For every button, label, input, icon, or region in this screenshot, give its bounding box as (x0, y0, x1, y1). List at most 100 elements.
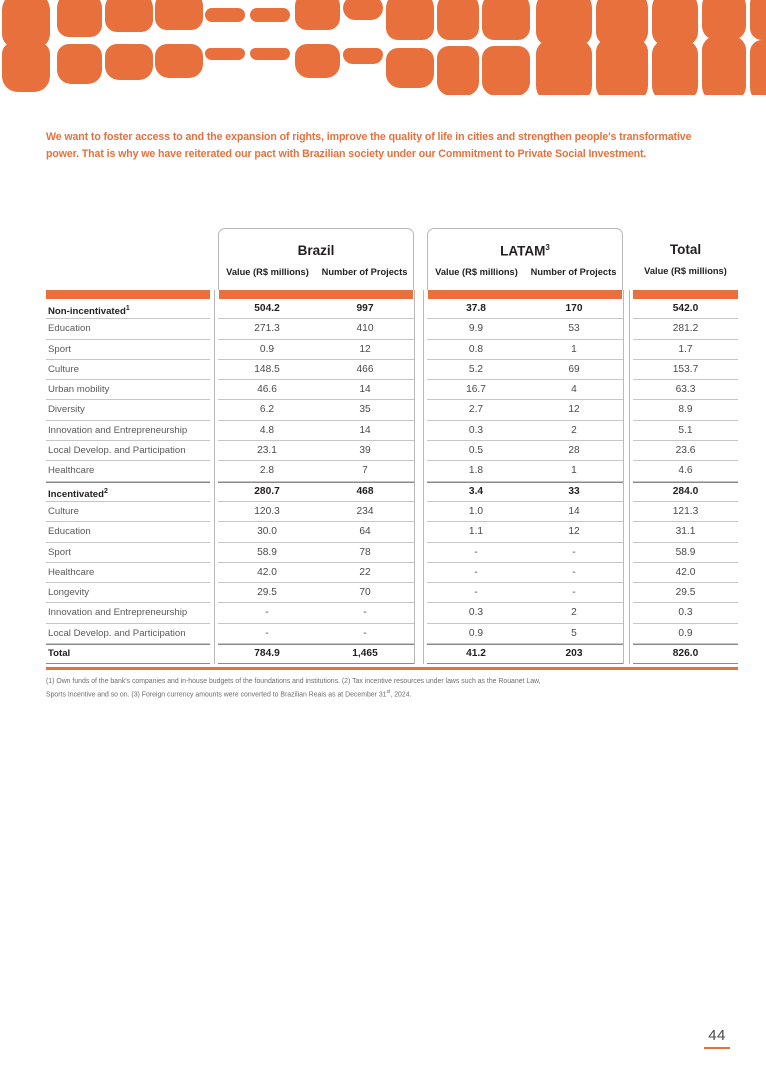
table-row: Healthcare 42.0 22 - - 42.0 (46, 563, 738, 584)
row-divider (633, 440, 738, 442)
decorative-blob (250, 48, 290, 60)
row-divider (633, 622, 738, 624)
table-cell: 42.0 (675, 566, 696, 578)
decorative-blob (105, 44, 153, 80)
row-divider (218, 663, 414, 665)
table-cell: 37.8 (466, 303, 486, 314)
table-cell: 12 (359, 343, 371, 355)
table-cell: 78 (359, 546, 371, 558)
table-cell: 153.7 (672, 363, 699, 375)
table-bottom-accent-rule (46, 667, 738, 670)
group-title: Brazil (297, 243, 335, 258)
row-divider (633, 460, 738, 462)
row-divider (218, 622, 414, 624)
table-cell: 29.5 (257, 587, 277, 599)
table-cell: - (572, 587, 576, 599)
row-label: Local Develop. and Participation (48, 445, 186, 457)
table-row: Total 784.9 1,465 41.2 203 826.0 (46, 644, 738, 665)
row-divider (427, 602, 623, 604)
row-label: Innovation and Entrepreneurship (48, 607, 188, 619)
table-cell: 4.6 (678, 465, 693, 477)
row-divider (633, 602, 738, 604)
label-column-accent-bar (46, 290, 210, 299)
table-cell: 784.9 (254, 648, 280, 660)
table-cell: 148.5 (254, 363, 280, 375)
row-divider (218, 440, 414, 442)
group-column-headers: Value (R$ millions) Number of Projects (428, 267, 622, 277)
table-cell: 41.2 (466, 648, 486, 660)
decorative-blob (386, 0, 434, 40)
row-divider (218, 379, 414, 381)
column-separator (623, 290, 624, 665)
row-divider (633, 521, 738, 523)
table-cell: 120.3 (254, 505, 280, 517)
table-cell: 281.2 (672, 323, 699, 335)
row-divider (427, 582, 623, 584)
row-divider (427, 643, 623, 645)
decorative-blob (57, 0, 102, 37)
row-divider (218, 561, 414, 563)
table-cell: 70 (359, 587, 371, 599)
group-title-superscript: 3 (545, 243, 550, 252)
table-cell: 42.0 (257, 566, 277, 578)
row-divider (633, 379, 738, 381)
table-cell: 9.9 (468, 323, 484, 335)
row-divider (46, 480, 210, 482)
row-divider (46, 541, 210, 543)
table-cell: 39 (359, 445, 371, 457)
column-separator (423, 290, 424, 665)
row-label-superscript: 1 (125, 305, 130, 312)
table-row: Incentivated2 280.7 468 3.4 33 284.0 (46, 481, 738, 502)
row-divider (427, 399, 623, 401)
column-header: Number of Projects (530, 267, 617, 277)
row-divider (427, 379, 623, 381)
row-divider (46, 440, 210, 442)
row-divider (46, 419, 210, 421)
table-cell: 504.2 (254, 303, 280, 314)
table-cell: 53 (568, 323, 580, 335)
decorative-blob (2, 42, 50, 92)
table-cell: 58.9 (257, 546, 277, 558)
column-header: Value (R$ millions) (644, 266, 727, 276)
section-divider (218, 481, 414, 483)
row-divider (633, 582, 738, 584)
row-divider (46, 622, 210, 624)
footnote-ordinal-suffix: st (386, 689, 391, 696)
table-row: Education 271.3 410 9.9 53 281.2 (46, 319, 738, 340)
table-cell: - (474, 566, 478, 578)
decorative-blob (750, 0, 766, 40)
row-divider (427, 338, 623, 340)
footnotes: (1) Own funds of the bank's companies an… (46, 676, 706, 701)
row-label: Total (48, 648, 71, 660)
column-separator (214, 290, 215, 665)
row-divider (218, 318, 414, 320)
table-row: Urban mobility 46.6 14 16.7 4 63.3 (46, 380, 738, 401)
row-label: Education (48, 323, 91, 335)
table-row: Culture 120.3 234 1.0 14 121.3 (46, 502, 738, 523)
table-row: Local Develop. and Participation 23.1 39 0.… (46, 441, 738, 462)
row-divider (46, 500, 210, 502)
table-cell: 203 (565, 648, 583, 660)
column-header: Value (R$ millions) (226, 267, 309, 277)
row-divider (427, 419, 623, 421)
table-cell: 1.8 (468, 465, 484, 477)
decorative-blob (536, 40, 592, 95)
section-divider (633, 481, 738, 483)
row-divider (633, 419, 738, 421)
row-divider (427, 622, 623, 624)
section-divider (46, 481, 210, 483)
table-cell: 58.9 (675, 546, 696, 558)
row-label-superscript: 2 (103, 487, 108, 495)
decorative-blob (2, 0, 50, 48)
table-cell: 1.7 (678, 343, 693, 355)
row-divider (218, 399, 414, 401)
table-cell: 22 (359, 566, 371, 578)
table-row: Healthcare 2.8 7 1.8 1 4.6 (46, 461, 738, 482)
footnote-line-2-post: , 2024. (390, 691, 412, 699)
table-cell: 5.2 (468, 363, 484, 375)
table-cell: 1 (571, 465, 577, 477)
row-divider (427, 663, 623, 665)
row-divider (427, 460, 623, 462)
table-cell: 997 (356, 303, 374, 314)
table-row: Non-incentivated1 504.2 997 37.8 170 542.0 (46, 299, 738, 320)
